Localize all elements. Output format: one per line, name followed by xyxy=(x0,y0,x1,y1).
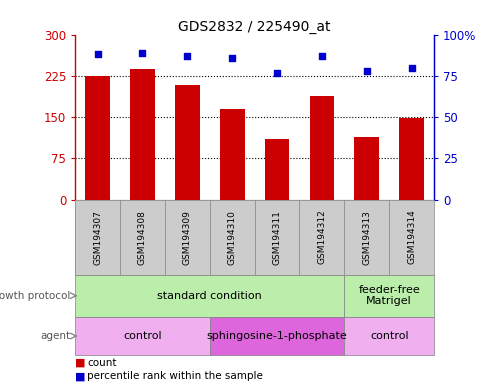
Text: GSM194312: GSM194312 xyxy=(317,210,326,265)
Point xyxy=(183,53,191,59)
Bar xyxy=(344,317,433,355)
Point xyxy=(272,70,280,76)
Text: percentile rank within the sample: percentile rank within the sample xyxy=(87,371,263,381)
Text: control: control xyxy=(123,331,162,341)
Text: feeder-free
Matrigel: feeder-free Matrigel xyxy=(358,285,419,306)
Bar xyxy=(264,139,289,200)
Text: GSM194307: GSM194307 xyxy=(93,210,102,265)
Text: GSM194313: GSM194313 xyxy=(362,210,371,265)
Text: standard condition: standard condition xyxy=(157,291,261,301)
Text: GSM194314: GSM194314 xyxy=(406,210,415,265)
Text: GSM194311: GSM194311 xyxy=(272,210,281,265)
Bar xyxy=(75,317,209,355)
Bar xyxy=(75,275,344,317)
Point xyxy=(138,50,146,56)
Point xyxy=(362,68,370,74)
Bar xyxy=(209,317,344,355)
Bar xyxy=(219,109,244,200)
Point xyxy=(93,51,101,58)
Point xyxy=(228,55,236,61)
Text: agent: agent xyxy=(40,331,70,341)
Bar xyxy=(354,137,378,200)
Text: GSM194308: GSM194308 xyxy=(137,210,147,265)
Bar xyxy=(85,76,110,200)
Text: sphingosine-1-phosphate: sphingosine-1-phosphate xyxy=(206,331,347,341)
Text: ■: ■ xyxy=(75,358,86,368)
Bar xyxy=(309,96,333,200)
Point xyxy=(407,65,415,71)
Text: GSM194310: GSM194310 xyxy=(227,210,236,265)
Title: GDS2832 / 225490_at: GDS2832 / 225490_at xyxy=(178,20,330,33)
Text: ■: ■ xyxy=(75,371,86,381)
Bar xyxy=(344,275,433,317)
Bar xyxy=(175,85,199,200)
Bar xyxy=(398,118,423,200)
Text: growth protocol: growth protocol xyxy=(0,291,70,301)
Bar xyxy=(130,69,154,200)
Text: GSM194309: GSM194309 xyxy=(182,210,192,265)
Text: count: count xyxy=(87,358,117,368)
Point xyxy=(318,53,325,59)
Text: control: control xyxy=(369,331,408,341)
